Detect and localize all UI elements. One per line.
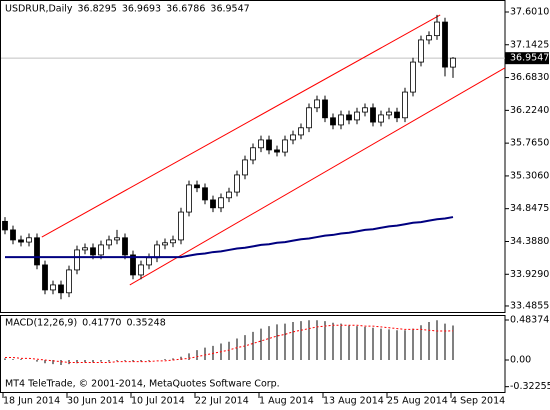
candle-body (74, 249, 80, 271)
x-tick-label: 13 Aug 2014 (323, 396, 384, 407)
last-price-label: 36.9547 (510, 53, 549, 64)
candle-body (378, 114, 384, 123)
candle-body (138, 264, 144, 276)
x-tick-label: 25 Aug 2014 (387, 396, 448, 407)
y-tick-label: -0.32255 (510, 381, 550, 392)
candle-body (418, 39, 424, 63)
candle-body (194, 184, 200, 189)
y-tick-label: 33.9290 (510, 269, 549, 280)
candle-body (82, 247, 88, 251)
macd-header: MACD(12,26,9) (5, 318, 77, 329)
candle-body (346, 114, 352, 121)
candle-body (362, 107, 368, 113)
x-tick-label: 18 Jun 2014 (3, 396, 60, 407)
candle-body (50, 284, 56, 291)
candle-body (186, 184, 192, 213)
macd-panel-frame (0, 315, 506, 393)
candle-body (2, 220, 8, 231)
candle-body (34, 237, 40, 266)
y-tick-label: 34.3880 (510, 236, 549, 247)
candle-body (10, 229, 16, 241)
y-tick-label: 0.00 (510, 354, 531, 365)
header-text: 36.9547 (210, 4, 249, 15)
candle-body (18, 239, 24, 243)
candle-body (290, 134, 296, 141)
candle-body (114, 237, 120, 241)
y-tick-label: 37.6010 (510, 7, 549, 18)
x-tick-label: 1 Aug 2014 (259, 396, 314, 407)
candle-body (314, 99, 320, 109)
candle-body (42, 264, 48, 291)
signal-line (5, 324, 454, 363)
y-tick-label: 33.4855 (510, 300, 549, 311)
candle-body (386, 111, 392, 116)
candle-body (306, 107, 312, 129)
candle-body (26, 237, 32, 243)
copyright: MT4 TeleTrade, © 2001-2014, MetaQuotes S… (5, 379, 280, 390)
candle-body (178, 211, 184, 241)
candle-body (154, 244, 160, 259)
y-tick-label: 37.1425 (510, 39, 549, 50)
candle-body (242, 159, 248, 176)
candle-body (442, 21, 448, 68)
macd-header: 0.35248 (126, 318, 165, 329)
last-price-box (505, 52, 549, 65)
candle-body (202, 187, 208, 201)
candle-body (330, 117, 336, 126)
candle-body (106, 239, 112, 246)
channel-line (129, 67, 506, 286)
candle-body (338, 114, 344, 126)
moving-average (5, 216, 454, 259)
candle-body (410, 61, 416, 93)
header-text: 36.8295 (78, 4, 117, 15)
x-tick-label: 4 Sep 2014 (451, 396, 505, 407)
candle-body (218, 197, 224, 209)
y-tick-label: 34.8475 (510, 203, 549, 214)
candle-body (450, 57, 456, 68)
candle-body (162, 242, 168, 246)
candle-body (266, 139, 272, 151)
candle-body (170, 239, 176, 244)
main-panel-frame (0, 0, 506, 313)
candle-body (250, 147, 256, 161)
candle-body (146, 257, 152, 266)
y-tick-label: 35.3060 (510, 170, 549, 181)
candle-body (210, 199, 216, 209)
candle-body (66, 269, 72, 294)
candle-body (354, 111, 360, 121)
y-tick-label: 36.6830 (510, 72, 549, 83)
x-tick-label: 22 Jul 2014 (195, 396, 249, 407)
candle-body (58, 284, 64, 294)
candle-body (426, 35, 432, 41)
header-text: 36.6786 (166, 4, 205, 15)
candle-body (402, 91, 408, 119)
candle-body (434, 21, 440, 37)
y-tick-label: 35.7650 (510, 138, 549, 149)
x-tick-label: 30 Jun 2014 (67, 396, 124, 407)
header-text: 36.9693 (122, 4, 161, 15)
candle-body (274, 149, 280, 153)
macd-header: 0.41770 (82, 318, 121, 329)
candle-body (258, 139, 264, 149)
x-tick-label: 10 Jul 2014 (131, 396, 185, 407)
candle-body (298, 127, 304, 136)
y-tick-label: 0.48374 (510, 314, 549, 325)
channel-line (41, 14, 441, 238)
candle-body (90, 247, 96, 256)
header-text: USDRUR,Daily (5, 4, 73, 15)
candle-body (322, 99, 328, 119)
candle-body (394, 111, 400, 119)
candle-body (234, 174, 240, 193)
candle-body (226, 191, 232, 199)
candle-body (282, 139, 288, 153)
y-tick-label: 36.2240 (510, 105, 549, 116)
candle-body (370, 107, 376, 123)
candle-body (130, 254, 136, 276)
candle-body (122, 237, 128, 256)
candle-body (98, 244, 104, 256)
